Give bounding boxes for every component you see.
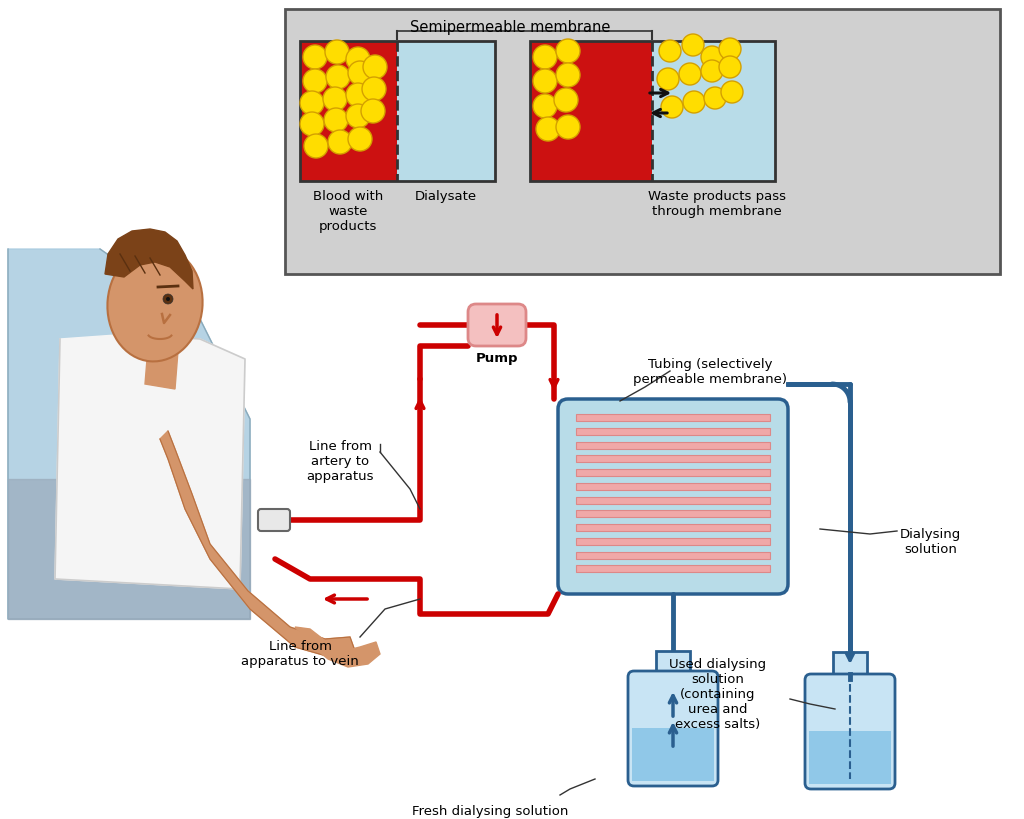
- Bar: [285, 10, 1000, 274]
- Circle shape: [534, 46, 557, 70]
- Bar: [575, 414, 770, 422]
- Circle shape: [657, 69, 679, 91]
- Circle shape: [325, 41, 349, 65]
- Polygon shape: [8, 479, 250, 619]
- Circle shape: [719, 57, 741, 79]
- Text: Dialysate: Dialysate: [415, 190, 477, 203]
- Circle shape: [323, 88, 347, 112]
- Circle shape: [683, 92, 705, 114]
- Circle shape: [304, 135, 328, 159]
- Circle shape: [346, 84, 370, 108]
- Circle shape: [300, 113, 324, 137]
- Text: Waste products pass
through membrane: Waste products pass through membrane: [648, 190, 786, 218]
- Circle shape: [300, 92, 324, 115]
- Bar: [575, 566, 770, 572]
- Circle shape: [534, 95, 557, 119]
- Polygon shape: [295, 627, 380, 667]
- Circle shape: [348, 128, 372, 152]
- Circle shape: [348, 62, 372, 86]
- Circle shape: [362, 78, 386, 102]
- Circle shape: [556, 40, 580, 64]
- Circle shape: [705, 88, 726, 110]
- Text: Line from
apparatus to vein: Line from apparatus to vein: [241, 639, 358, 667]
- Circle shape: [328, 131, 352, 155]
- FancyBboxPatch shape: [628, 672, 718, 786]
- Bar: [632, 728, 714, 781]
- Text: Used dialysing
solution
(containing
urea and
excess salts): Used dialysing solution (containing urea…: [670, 657, 767, 730]
- Bar: [833, 652, 867, 676]
- Bar: [530, 42, 652, 182]
- Circle shape: [701, 47, 723, 69]
- Bar: [300, 42, 495, 182]
- Circle shape: [659, 41, 681, 63]
- Text: Blood with
waste
products: Blood with waste products: [313, 190, 383, 233]
- FancyBboxPatch shape: [558, 400, 788, 595]
- Bar: [575, 510, 770, 518]
- Bar: [656, 651, 690, 675]
- Text: Fresh dialysing solution: Fresh dialysing solution: [412, 804, 568, 817]
- Bar: [575, 483, 770, 490]
- Polygon shape: [55, 335, 245, 590]
- Bar: [397, 42, 494, 182]
- Bar: [652, 42, 774, 182]
- Circle shape: [679, 64, 701, 86]
- Polygon shape: [105, 229, 193, 290]
- Circle shape: [719, 39, 741, 61]
- Circle shape: [556, 64, 580, 88]
- Polygon shape: [8, 250, 250, 619]
- Circle shape: [534, 70, 557, 94]
- Text: Semipermeable membrane: Semipermeable membrane: [410, 20, 610, 35]
- Circle shape: [303, 70, 327, 94]
- Circle shape: [362, 56, 387, 80]
- Circle shape: [303, 46, 327, 70]
- Bar: [575, 442, 770, 449]
- Bar: [575, 497, 770, 504]
- Circle shape: [324, 109, 348, 133]
- Circle shape: [361, 100, 385, 124]
- Bar: [575, 469, 770, 477]
- Circle shape: [346, 48, 370, 72]
- Bar: [575, 524, 770, 532]
- Circle shape: [166, 297, 170, 301]
- Bar: [575, 455, 770, 463]
- Circle shape: [163, 295, 173, 305]
- Circle shape: [701, 61, 723, 83]
- Polygon shape: [145, 347, 178, 390]
- Bar: [575, 552, 770, 559]
- Bar: [530, 42, 775, 182]
- Text: Line from
artery to
apparatus: Line from artery to apparatus: [306, 440, 374, 482]
- Circle shape: [662, 97, 683, 119]
- Bar: [809, 731, 891, 784]
- Bar: [300, 42, 397, 182]
- Circle shape: [554, 89, 578, 113]
- Text: Tubing (selectively
permeable membrane): Tubing (selectively permeable membrane): [633, 358, 787, 386]
- Circle shape: [721, 82, 743, 104]
- Text: Pump: Pump: [476, 351, 518, 364]
- Text: Dialysing
solution: Dialysing solution: [900, 527, 962, 555]
- Bar: [575, 428, 770, 435]
- FancyBboxPatch shape: [468, 305, 526, 346]
- Polygon shape: [160, 432, 355, 657]
- FancyBboxPatch shape: [258, 509, 290, 532]
- Ellipse shape: [108, 247, 203, 362]
- Circle shape: [326, 66, 350, 90]
- Bar: [575, 538, 770, 545]
- Circle shape: [346, 105, 370, 129]
- FancyBboxPatch shape: [805, 674, 895, 789]
- Circle shape: [536, 118, 560, 142]
- Circle shape: [682, 35, 705, 57]
- Circle shape: [556, 115, 580, 140]
